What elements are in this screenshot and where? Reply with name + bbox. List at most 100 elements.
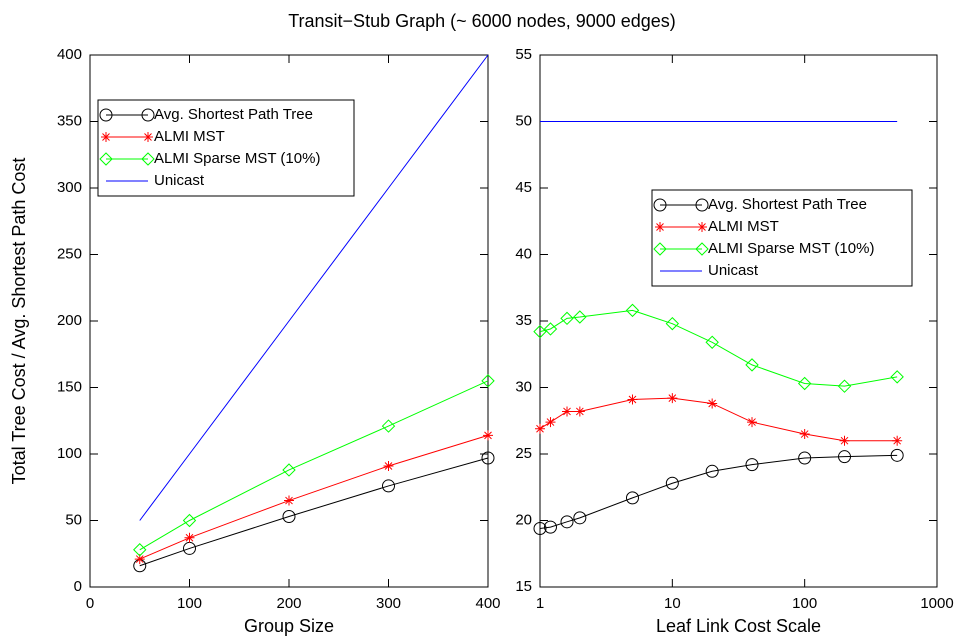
y-tick-label: 50 [65, 511, 82, 528]
marker [481, 451, 495, 465]
marker [133, 543, 147, 557]
legend-box [97, 99, 355, 197]
plot-frame [539, 54, 938, 588]
marker [655, 222, 665, 232]
x-tick-label: 400 [475, 595, 500, 612]
marker [184, 532, 195, 543]
x-tick-label: 1000 [920, 595, 953, 612]
marker [707, 398, 718, 409]
series-line [539, 454, 898, 529]
marker [892, 435, 903, 446]
y-tick-label: 300 [57, 179, 82, 196]
y-tick-label: 100 [57, 445, 82, 462]
marker [797, 376, 812, 391]
marker [838, 450, 852, 464]
marker [543, 322, 558, 336]
marker [665, 316, 680, 331]
y-tick-label: 400 [57, 46, 82, 63]
y-tick-label: 50 [515, 112, 532, 129]
marker [625, 491, 639, 505]
marker [745, 458, 759, 472]
marker [99, 108, 113, 122]
legend-label: Avg. Shortest Path Tree [154, 106, 313, 123]
marker [560, 515, 574, 529]
x-tick-label: 100 [792, 595, 817, 612]
marker [282, 463, 296, 477]
legend-label: ALMI Sparse MST (10%) [708, 240, 874, 257]
x-tick-label: 100 [177, 595, 202, 612]
series-line [539, 397, 898, 442]
y-tick-label: 200 [57, 312, 82, 329]
marker [665, 476, 679, 490]
marker [535, 423, 545, 434]
x-tick-label: 300 [376, 595, 401, 612]
x-tick-label: 0 [86, 595, 94, 612]
marker [383, 460, 394, 471]
marker [141, 108, 155, 122]
legend-label: ALMI MST [154, 128, 225, 145]
y-tick-label: 0 [74, 578, 82, 595]
marker [799, 429, 810, 440]
marker [282, 510, 296, 524]
marker [625, 303, 640, 318]
subplot: 0 100 200 300 400 0 50 100 150 200 250 300 350 400 Gro… [9, 46, 501, 636]
marker [533, 324, 547, 339]
legend-box [651, 189, 913, 287]
marker [667, 393, 678, 404]
series-line [139, 54, 489, 521]
y-tick-label: 350 [57, 112, 82, 129]
marker [890, 370, 904, 384]
marker [382, 479, 395, 493]
marker [653, 242, 667, 256]
marker [745, 358, 759, 372]
subplot: 1 10 100 1000 15 20 25 30 35 40 45 50 55 Leaf Link Co… [515, 46, 953, 636]
marker [560, 311, 574, 326]
y-axis-label: Total Tree Cost / Avg. Shortest Path Cos… [9, 158, 29, 485]
marker [653, 198, 667, 212]
marker [143, 132, 153, 142]
y-tick-label: 25 [515, 445, 532, 462]
x-axis-label: Group Size [244, 616, 334, 636]
marker [747, 417, 758, 428]
marker [543, 520, 557, 534]
legend-label: ALMI Sparse MST (10%) [154, 150, 320, 167]
marker [99, 152, 113, 166]
y-tick-label: 250 [57, 245, 82, 262]
marker [695, 198, 709, 212]
legend-label: ALMI MST [708, 218, 779, 235]
y-tick-label: 20 [515, 511, 532, 528]
marker [627, 394, 638, 405]
marker [890, 448, 904, 462]
x-axis-label: Leaf Link Cost Scale [656, 616, 821, 636]
marker [134, 554, 145, 565]
y-tick-label: 150 [57, 378, 82, 395]
y-tick-label: 45 [515, 179, 532, 196]
marker [798, 451, 812, 465]
marker [284, 495, 294, 506]
series-line [539, 309, 898, 387]
marker [705, 464, 719, 478]
marker [573, 310, 587, 324]
marker [697, 222, 707, 232]
x-tick-label: 200 [276, 595, 301, 612]
x-tick-label: 1 [536, 595, 544, 612]
y-tick-label: 35 [515, 312, 532, 329]
y-tick-label: 40 [515, 245, 532, 262]
x-tick-label: 10 [664, 595, 681, 612]
marker [839, 435, 850, 446]
series-line [139, 457, 489, 567]
y-tick-label: 55 [515, 46, 532, 63]
marker [545, 417, 556, 428]
marker [141, 152, 155, 166]
marker [101, 132, 111, 142]
marker [533, 521, 547, 535]
legend-label: Avg. Shortest Path Tree [708, 196, 867, 213]
marker [381, 419, 396, 433]
y-tick-label: 15 [515, 578, 532, 595]
marker [481, 374, 495, 388]
y-tick-label: 30 [515, 378, 532, 395]
legend-label: Unicast [154, 172, 205, 189]
legend-label: Unicast [708, 262, 759, 279]
marker [562, 406, 573, 417]
